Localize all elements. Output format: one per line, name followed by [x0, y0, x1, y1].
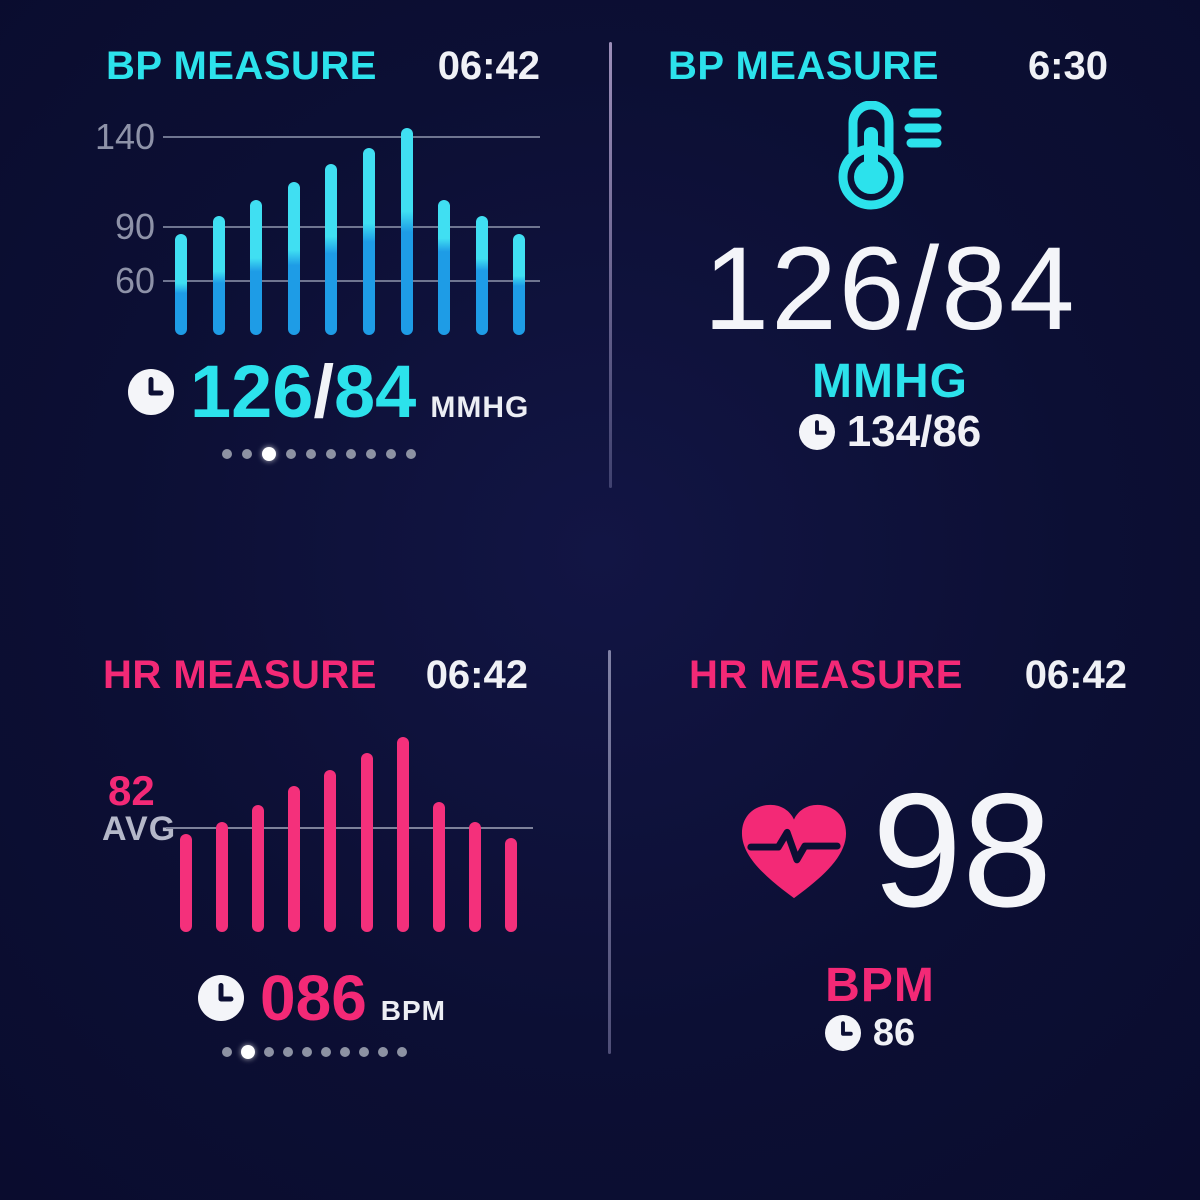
previous-value: 86 — [872, 1012, 916, 1054]
hr-bar — [288, 785, 301, 932]
unit-label: BPM — [380, 995, 447, 1026]
panel-divider — [609, 42, 612, 488]
hr-bar — [180, 834, 192, 932]
gridline-140 — [163, 136, 540, 138]
page-dot-active[interactable] — [241, 1045, 255, 1059]
page-dot[interactable] — [359, 1047, 369, 1057]
panel-title: BP MEASURE — [106, 44, 377, 88]
previous-value: 134/86 — [846, 407, 982, 456]
clock-icon — [128, 369, 174, 415]
bp-unit-wrap: MMHG — [600, 358, 1180, 406]
unit-label: MMHG — [430, 391, 530, 424]
page-dot[interactable] — [306, 449, 316, 459]
hr-big-value: 98 — [872, 760, 1053, 941]
avg-line — [166, 827, 533, 829]
heart-icon — [735, 798, 853, 906]
bp-bar — [325, 164, 338, 335]
bp-bar — [438, 200, 451, 335]
clock-icon — [798, 414, 835, 450]
gridline-60 — [163, 280, 540, 282]
page-dot[interactable] — [242, 449, 252, 459]
bp-bar — [287, 182, 300, 335]
panel-title: HR MEASURE — [103, 653, 377, 697]
bp-bar — [212, 216, 225, 335]
page-dot[interactable] — [222, 1047, 232, 1057]
avg-value: 82 — [108, 767, 155, 814]
hr-chart-panel[interactable]: HR MEASURE 06:42 82 AVG 086 BPM — [0, 600, 600, 1200]
hr-value: 086 — [260, 962, 367, 1034]
gridline-90 — [163, 226, 540, 228]
page-dot[interactable] — [286, 449, 296, 459]
bp-big-value-wrap: 126/84 — [600, 230, 1180, 348]
hr-value-panel[interactable]: HR MEASURE 06:42 98 BPM 86 — [600, 600, 1200, 1200]
page-dot[interactable] — [346, 449, 356, 459]
bp-bar — [400, 128, 413, 335]
hr-bar — [504, 837, 517, 932]
page-dot[interactable] — [321, 1047, 331, 1057]
systolic-value: 126 — [190, 350, 314, 433]
page-dot[interactable] — [302, 1047, 312, 1057]
hr-bar — [396, 737, 409, 932]
unit-label: BPM — [825, 959, 935, 1012]
y-axis-tick: 140 — [95, 116, 156, 157]
bp-big-value: 126/84 — [703, 223, 1077, 355]
bp-bar — [250, 200, 263, 335]
bp-bar — [475, 216, 488, 335]
clock-time: 06:42 — [1024, 653, 1127, 697]
unit-label: MMHG — [812, 355, 968, 408]
page-dot[interactable] — [340, 1047, 350, 1057]
bp-current-reading: 126 / 84 MMHG — [128, 355, 529, 429]
slash-separator: / — [313, 350, 335, 433]
page-dot[interactable] — [366, 449, 376, 459]
bp-bar — [175, 234, 187, 335]
clock-time: 06:42 — [425, 653, 528, 697]
hr-bar — [216, 821, 229, 932]
page-dot[interactable] — [397, 1047, 407, 1057]
page-dot[interactable] — [406, 449, 416, 459]
bp-chart-panel[interactable]: BP MEASURE 06:42 140 90 60 126 / 84 MMHG — [0, 0, 600, 600]
hr-bar-chart — [0, 600, 600, 1200]
hr-bar — [360, 753, 373, 932]
page-dot[interactable] — [222, 449, 232, 459]
panel-title: BP MEASURE — [668, 44, 939, 88]
bp-monitor-icon — [835, 101, 943, 211]
hr-unit-wrap: BPM — [600, 962, 1160, 1010]
page-dot[interactable] — [264, 1047, 274, 1057]
clock-icon — [198, 975, 244, 1021]
diastolic-value: 84 — [334, 350, 417, 433]
bp-previous-reading: 134/86 — [600, 410, 1180, 454]
page-dot-active[interactable] — [262, 447, 276, 461]
page-indicator — [222, 1044, 407, 1060]
bp-bar-chart — [0, 0, 600, 600]
y-axis-tick: 90 — [114, 206, 155, 247]
panel-divider — [608, 650, 611, 1054]
hr-bar — [468, 821, 481, 932]
y-axis-tick: 60 — [114, 260, 155, 301]
page-indicator — [222, 446, 416, 462]
bp-bar — [513, 234, 526, 335]
clock-icon — [824, 1015, 861, 1051]
page-dot[interactable] — [326, 449, 336, 459]
avg-label: AVG — [102, 810, 177, 848]
hr-current-reading: 086 BPM — [198, 966, 446, 1030]
panel-title: HR MEASURE — [689, 653, 963, 697]
page-dot[interactable] — [378, 1047, 388, 1057]
hr-bar — [324, 769, 337, 932]
bp-value-panel[interactable]: BP MEASURE 6:30 126/84 MMHG — [600, 0, 1200, 600]
page-dot[interactable] — [283, 1047, 293, 1057]
hr-bar — [432, 802, 445, 932]
hr-previous-reading: 86 — [600, 1014, 1140, 1052]
clock-time: 06:42 — [437, 44, 540, 88]
clock-time: 6:30 — [1027, 44, 1108, 88]
bp-bar — [363, 147, 375, 335]
hr-bar — [252, 805, 265, 932]
page-dot[interactable] — [386, 449, 396, 459]
